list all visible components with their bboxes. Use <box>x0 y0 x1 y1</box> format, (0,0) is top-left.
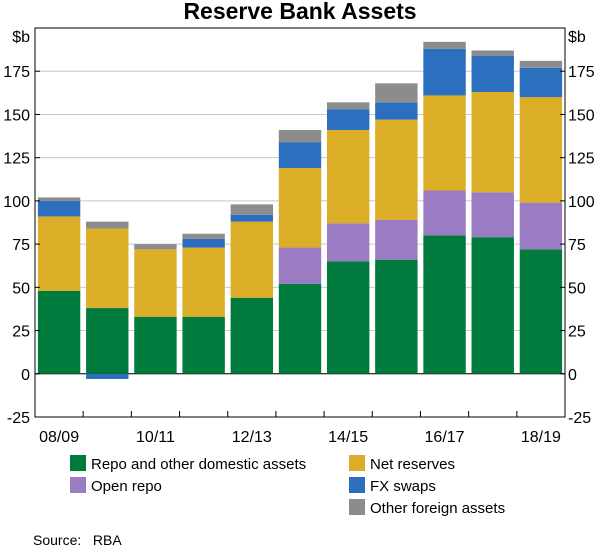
bar-segment <box>471 192 514 238</box>
y-tick-label-right: 125 <box>568 151 595 168</box>
bar-segment <box>278 283 322 374</box>
bar-segment <box>326 223 370 262</box>
y-tick-label-left: 150 <box>3 107 30 124</box>
bar-segment <box>326 102 370 110</box>
legend-swatch <box>349 477 365 493</box>
y-tick-label-right: 150 <box>568 107 595 124</box>
bar-segment <box>423 41 466 49</box>
bar-segment <box>230 221 274 298</box>
bar-segment <box>375 119 418 220</box>
bar-segment <box>182 316 225 374</box>
bar-segment <box>182 247 225 317</box>
plot-frame <box>34 27 566 418</box>
bar-segment <box>519 67 563 98</box>
bars <box>37 41 563 379</box>
axis-ticks: -25 -25 0 0 25 25 50 50 75 75 100 100 125 125 150 150 17… <box>3 64 595 446</box>
legend-label: Open repo <box>91 478 162 495</box>
bar-segment <box>230 204 274 215</box>
y-tick-label-left: 175 <box>3 64 30 81</box>
bar-segment <box>375 219 418 260</box>
bar-segment <box>182 233 225 239</box>
x-tick-label: 10/11 <box>136 429 175 446</box>
source-value: RBA <box>92 532 122 548</box>
legend-swatch <box>349 455 365 471</box>
bar-segment <box>423 235 466 374</box>
y-tick-label-left: 100 <box>3 194 30 211</box>
legend-swatch <box>70 477 86 493</box>
bar-segment <box>37 200 81 217</box>
y-tick-label-right: -25 <box>568 410 591 427</box>
bar-segment <box>230 214 274 222</box>
bar-segment <box>182 238 225 248</box>
plot-border <box>34 27 566 418</box>
bar-segment <box>37 197 81 201</box>
bar-segment <box>471 91 514 193</box>
bar-segment <box>278 130 322 143</box>
x-tick-label: 12/13 <box>232 429 272 446</box>
y-tick-label-right: 75 <box>568 237 586 254</box>
bar-segment <box>375 259 418 374</box>
bar-segment <box>37 290 81 374</box>
right-axis-unit: $b <box>568 29 586 46</box>
bar-segment <box>134 249 177 317</box>
y-tick-label-right: 175 <box>568 64 595 81</box>
bar-segment <box>471 55 514 92</box>
bar-segment <box>230 297 274 374</box>
bar-segment <box>423 48 466 96</box>
chart-title: Reserve Bank Assets <box>183 0 416 24</box>
legend-swatch <box>70 455 86 471</box>
legend-label: Net reserves <box>370 456 455 473</box>
bar-segment <box>134 316 177 374</box>
legend-label: Repo and other domestic assets <box>91 456 306 473</box>
y-tick-label-left: 125 <box>3 151 30 168</box>
y-tick-label-left: -25 <box>7 410 30 427</box>
bar-segment <box>278 142 322 169</box>
bar-segment <box>326 130 370 224</box>
legend-label: FX swaps <box>370 478 436 495</box>
bar-segment <box>519 202 563 250</box>
bar-segment <box>278 168 322 248</box>
legend-swatch <box>349 499 365 515</box>
bar-segment <box>471 237 514 374</box>
bar-segment <box>326 109 370 131</box>
y-tick-label-right: 25 <box>568 324 586 341</box>
bar-segment <box>86 221 129 229</box>
legend-label: Other foreign assets <box>370 500 505 517</box>
y-tick-label-left: 25 <box>12 324 30 341</box>
x-tick-label: 18/19 <box>521 429 561 446</box>
y-tick-label-right: 0 <box>568 367 577 384</box>
y-tick-label-left: 0 <box>21 367 30 384</box>
bar-segment <box>278 247 322 284</box>
bar-segment <box>375 83 418 103</box>
bar-segment <box>86 308 129 374</box>
bar-segment <box>519 97 563 203</box>
source-label: Source: <box>33 532 82 548</box>
bar-segment <box>37 216 81 291</box>
y-tick-label-right: 50 <box>568 280 586 297</box>
bar-segment <box>326 261 370 374</box>
bar-segment <box>519 249 563 374</box>
bar-segment <box>134 244 177 250</box>
x-tick-label: 14/15 <box>328 429 368 446</box>
bar-segment <box>375 102 418 120</box>
bar-segment <box>423 95 466 191</box>
bar-segment <box>86 228 129 309</box>
bar-segment <box>471 50 514 56</box>
bar-segment <box>519 60 563 68</box>
x-tick-label: 16/17 <box>425 429 465 446</box>
left-axis-unit: $b <box>12 29 30 46</box>
bar-segment <box>423 190 466 236</box>
x-tick-label: 08/09 <box>39 429 79 446</box>
y-tick-label-left: 50 <box>12 280 30 297</box>
y-tick-label-right: 100 <box>568 194 595 211</box>
bar-segment <box>86 373 129 379</box>
y-tick-label-left: 75 <box>12 237 30 254</box>
legend: Repo and other domestic assets Net reserv… <box>70 455 505 517</box>
source-note: Source: RBA <box>33 532 122 548</box>
